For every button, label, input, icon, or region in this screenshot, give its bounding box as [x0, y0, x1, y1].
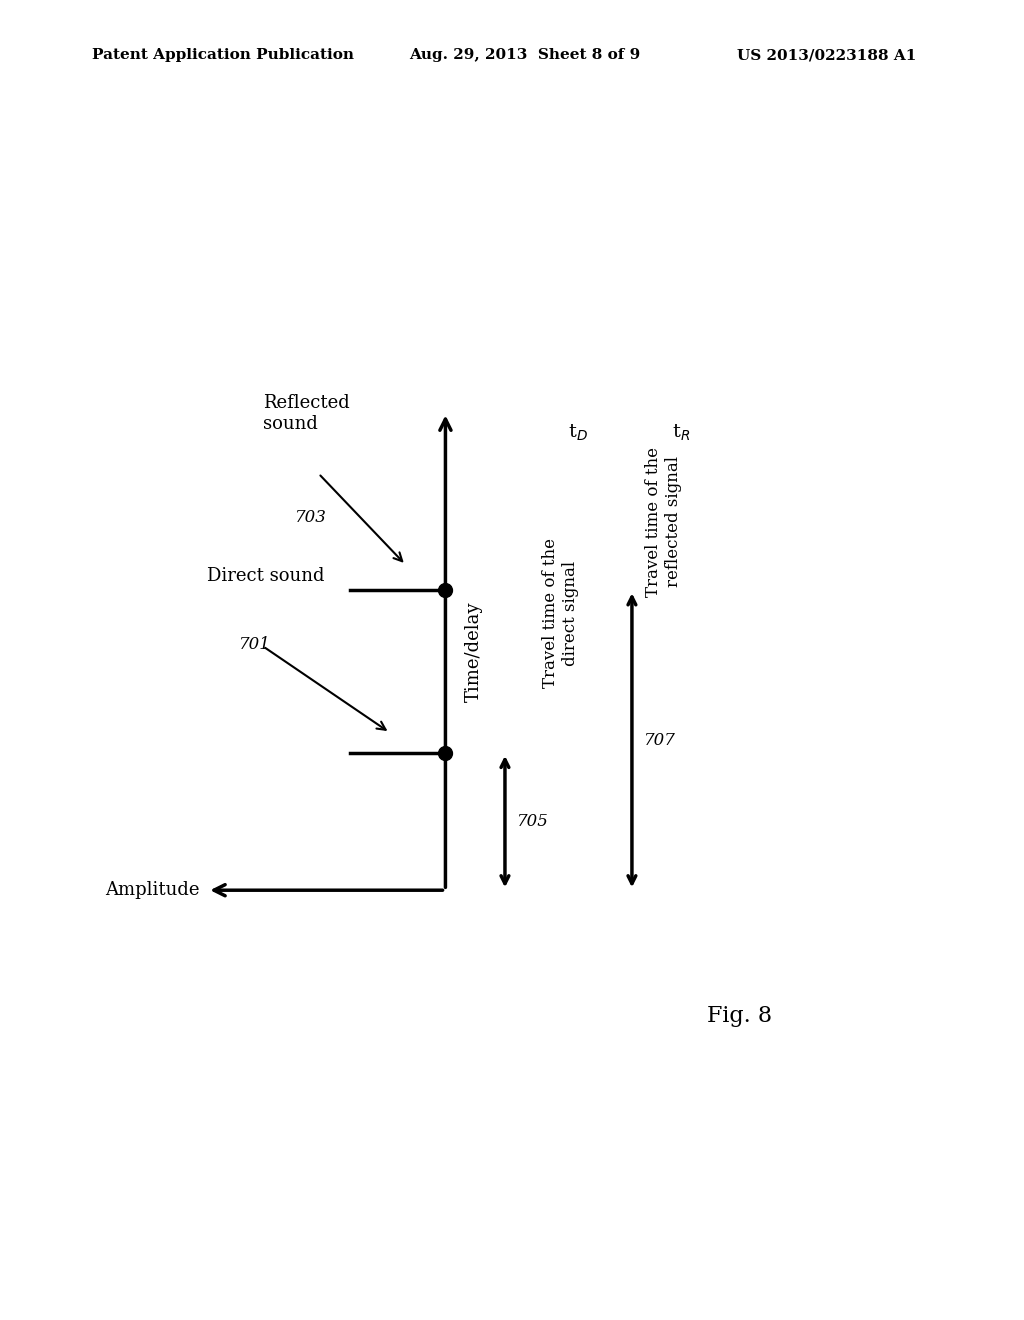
Text: t$_D$: t$_D$: [568, 422, 589, 444]
Text: 707: 707: [644, 731, 676, 748]
Text: 705: 705: [517, 813, 549, 830]
Text: Direct sound: Direct sound: [207, 568, 325, 585]
Text: 703: 703: [295, 510, 327, 527]
Text: Time/delay: Time/delay: [465, 601, 483, 702]
Text: Amplitude: Amplitude: [104, 882, 200, 899]
Text: Aug. 29, 2013  Sheet 8 of 9: Aug. 29, 2013 Sheet 8 of 9: [410, 49, 641, 62]
Text: t$_R$: t$_R$: [672, 422, 690, 444]
Text: Reflected
sound: Reflected sound: [263, 395, 349, 433]
Text: Patent Application Publication: Patent Application Publication: [92, 49, 354, 62]
Text: US 2013/0223188 A1: US 2013/0223188 A1: [737, 49, 916, 62]
Text: Travel time of the
direct signal: Travel time of the direct signal: [543, 539, 579, 688]
Text: Fig. 8: Fig. 8: [708, 1006, 772, 1027]
Text: Travel time of the
reflected signal: Travel time of the reflected signal: [645, 446, 682, 597]
Text: 701: 701: [240, 636, 271, 653]
